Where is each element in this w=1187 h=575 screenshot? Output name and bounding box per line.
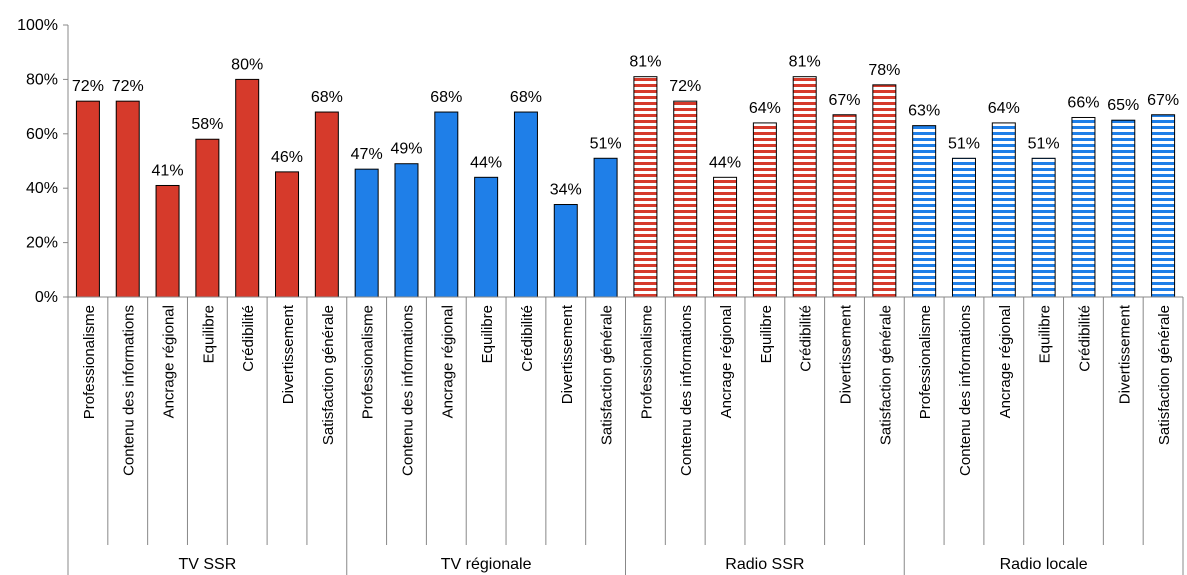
bar: [115, 100, 140, 298]
data-label: 34%: [550, 182, 582, 199]
category-label: Professionalisme: [917, 305, 934, 419]
bar: [1031, 157, 1056, 298]
category-label: Professionalisme: [638, 305, 655, 419]
data-label: 72%: [112, 78, 144, 95]
category-label: Satisfaction générale: [877, 305, 894, 445]
category-label: Contenu des informations: [121, 305, 138, 476]
data-label: 68%: [510, 89, 542, 106]
bar: [673, 100, 698, 298]
bar: [553, 204, 578, 298]
category-label: Ancrage régional: [161, 305, 178, 418]
data-label: 81%: [629, 54, 661, 71]
category-label: Ancrage régional: [439, 305, 456, 418]
y-axis: 0% 20% 40% 60% 80% 100%: [17, 17, 69, 306]
data-label: 80%: [231, 56, 263, 73]
bar: [1071, 116, 1096, 298]
category-label: Professionalisme: [81, 305, 98, 419]
y-tick-label: 0%: [35, 289, 58, 306]
data-label: 41%: [152, 162, 184, 179]
category-label: Contenu des informations: [399, 305, 416, 476]
bar: [792, 76, 817, 298]
data-label: 51%: [948, 135, 980, 152]
category-label: Satisfaction générale: [1156, 305, 1173, 445]
bar: [513, 111, 538, 298]
bar: [155, 184, 180, 298]
category-label: Divertissement: [280, 304, 297, 404]
category-label: Crédibilité: [798, 305, 815, 372]
category-label: Ancrage régional: [718, 305, 735, 418]
data-label: 46%: [271, 149, 303, 166]
data-label: 67%: [829, 92, 861, 109]
data-label: 64%: [749, 100, 781, 117]
y-tick-label: 100%: [17, 17, 58, 34]
data-label: 72%: [72, 78, 104, 95]
category-label: Contenu des informations: [957, 305, 974, 476]
bar: [195, 138, 220, 298]
category-label: Equilibre: [758, 305, 775, 363]
data-label: 47%: [351, 146, 383, 163]
bar: [752, 122, 777, 298]
data-label: 51%: [590, 135, 622, 152]
data-label: 81%: [789, 54, 821, 71]
bar: [314, 111, 339, 298]
category-label: Divertissement: [1116, 304, 1133, 404]
bar: [275, 171, 300, 298]
bar: [912, 125, 937, 298]
category-label: Divertissement: [838, 304, 855, 404]
data-label: 78%: [868, 62, 900, 79]
data-label: 63%: [908, 103, 940, 120]
data-label: 44%: [709, 154, 741, 171]
data-label: 65%: [1107, 97, 1139, 114]
bars: 72% 72% 41% 58% 80% 46% 68% 47% 49% 68% 44% 68% 34% 5…: [72, 54, 1179, 298]
y-tick-label: 60%: [26, 126, 58, 143]
data-label: 51%: [1028, 135, 1060, 152]
category-label: Ancrage régional: [997, 305, 1014, 418]
category-label: Equilibre: [1037, 305, 1054, 363]
bar: [1111, 119, 1136, 298]
bar: [951, 157, 976, 298]
bar: [75, 100, 100, 298]
bar: [593, 157, 618, 298]
group-label: Radio locale: [1000, 556, 1088, 573]
bar: [474, 176, 499, 298]
bar: [434, 111, 459, 298]
category-label: Contenu des informations: [678, 305, 695, 476]
data-label: 68%: [311, 89, 343, 106]
data-label: 49%: [390, 141, 422, 158]
bar: [633, 76, 658, 298]
category-label: Equilibre: [479, 305, 496, 363]
bar: [354, 168, 379, 298]
category-label: Satisfaction générale: [320, 305, 337, 445]
data-label: 68%: [430, 89, 462, 106]
data-label: 64%: [988, 100, 1020, 117]
group-label: TV régionale: [441, 556, 532, 573]
bar: [713, 176, 738, 298]
category-label: Crédibilité: [519, 305, 536, 372]
group-label: Radio SSR: [725, 556, 804, 573]
data-label: 67%: [1147, 92, 1179, 109]
bar: [394, 163, 419, 298]
bar: [832, 114, 857, 298]
category-label: Crédibilité: [240, 305, 257, 372]
x-axis: TV SSR Professionalisme Contenu des inform…: [67, 296, 1184, 575]
data-label: 66%: [1067, 94, 1099, 111]
category-label: Crédibilité: [1076, 305, 1093, 372]
bar: [235, 78, 260, 298]
group-label: TV SSR: [178, 556, 236, 573]
y-tick-label: 80%: [26, 71, 58, 88]
bar: [1151, 114, 1176, 298]
y-tick-label: 40%: [26, 180, 58, 197]
bar: [991, 122, 1016, 298]
category-label: Satisfaction générale: [599, 305, 616, 445]
data-label: 58%: [191, 116, 223, 133]
y-tick-label: 20%: [26, 235, 58, 252]
data-label: 44%: [470, 154, 502, 171]
data-label: 72%: [669, 78, 701, 95]
category-label: Professionalisme: [360, 305, 377, 419]
category-label: Equilibre: [200, 305, 217, 363]
category-label: Divertissement: [559, 304, 576, 404]
bar: [872, 84, 897, 298]
